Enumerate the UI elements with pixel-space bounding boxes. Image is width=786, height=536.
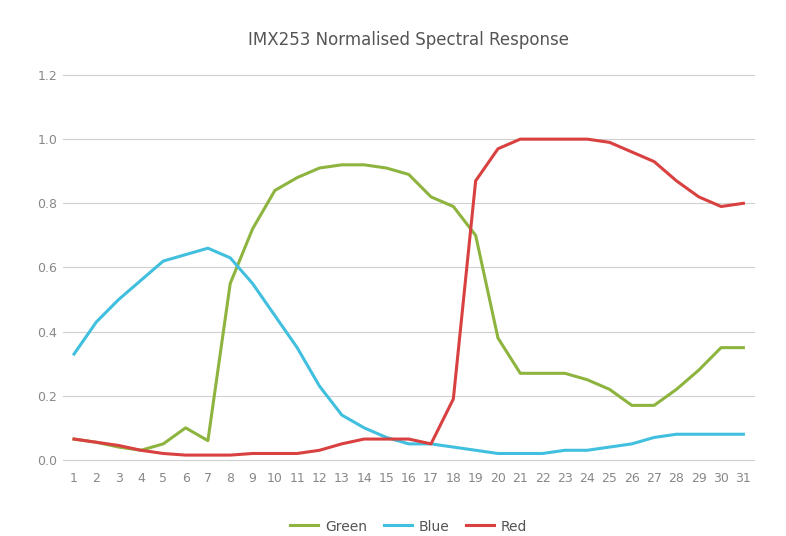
Green xyxy=(181,425,190,431)
Red xyxy=(716,203,725,210)
Red xyxy=(337,441,347,447)
Red xyxy=(404,436,413,442)
Green xyxy=(582,376,592,383)
Blue xyxy=(649,434,659,441)
Green xyxy=(516,370,525,376)
Red xyxy=(382,436,391,442)
Red xyxy=(114,442,123,449)
Line: Green: Green xyxy=(74,165,744,450)
Green xyxy=(292,174,302,181)
Blue xyxy=(516,450,525,457)
Blue xyxy=(159,258,168,264)
Blue xyxy=(404,441,413,447)
Blue xyxy=(694,431,703,437)
Red xyxy=(426,441,435,447)
Line: Red: Red xyxy=(74,139,744,455)
Green xyxy=(672,386,681,392)
Green xyxy=(337,161,347,168)
Red xyxy=(292,450,302,457)
Blue xyxy=(337,412,347,418)
Blue xyxy=(226,255,235,261)
Green xyxy=(404,171,413,177)
Red xyxy=(204,452,213,458)
Green xyxy=(694,367,703,373)
Legend: Green, Blue, Red: Green, Blue, Red xyxy=(285,514,533,536)
Blue xyxy=(181,251,190,258)
Red xyxy=(649,158,659,165)
Red xyxy=(471,177,480,184)
Red xyxy=(181,452,190,458)
Red xyxy=(159,450,168,457)
Green xyxy=(382,165,391,171)
Title: IMX253 Normalised Spectral Response: IMX253 Normalised Spectral Response xyxy=(248,31,569,49)
Blue xyxy=(314,383,324,389)
Blue xyxy=(627,441,637,447)
Red xyxy=(136,447,145,453)
Red xyxy=(69,436,79,442)
Green xyxy=(604,386,614,392)
Green xyxy=(114,444,123,450)
Green xyxy=(649,402,659,408)
Red xyxy=(314,447,324,453)
Green xyxy=(92,439,101,445)
Blue xyxy=(204,245,213,251)
Green xyxy=(560,370,570,376)
Blue xyxy=(494,450,503,457)
Blue xyxy=(382,434,391,441)
Green xyxy=(204,437,213,444)
Green xyxy=(471,232,480,239)
Green xyxy=(449,203,458,210)
Blue xyxy=(582,447,592,453)
Blue xyxy=(248,280,257,287)
Red xyxy=(248,450,257,457)
Green xyxy=(716,345,725,351)
Blue xyxy=(426,441,435,447)
Red xyxy=(672,177,681,184)
Blue xyxy=(270,312,280,319)
Red xyxy=(494,146,503,152)
Red xyxy=(604,139,614,146)
Red xyxy=(270,450,280,457)
Green xyxy=(270,187,280,193)
Blue xyxy=(136,277,145,284)
Blue xyxy=(739,431,748,437)
Red xyxy=(449,396,458,402)
Blue xyxy=(114,296,123,303)
Green xyxy=(314,165,324,171)
Red xyxy=(627,149,637,155)
Red xyxy=(538,136,547,143)
Green xyxy=(739,345,748,351)
Red xyxy=(92,439,101,445)
Green xyxy=(359,161,369,168)
Green xyxy=(69,436,79,442)
Green xyxy=(136,447,145,453)
Blue xyxy=(471,447,480,453)
Blue xyxy=(672,431,681,437)
Green xyxy=(426,193,435,200)
Green xyxy=(538,370,547,376)
Line: Blue: Blue xyxy=(74,248,744,453)
Red xyxy=(739,200,748,206)
Blue xyxy=(69,351,79,358)
Red xyxy=(560,136,570,143)
Red xyxy=(694,193,703,200)
Blue xyxy=(359,425,369,431)
Green xyxy=(248,226,257,232)
Blue xyxy=(560,447,570,453)
Blue xyxy=(604,444,614,450)
Red xyxy=(516,136,525,143)
Blue xyxy=(92,319,101,325)
Red xyxy=(226,452,235,458)
Green xyxy=(159,441,168,447)
Green xyxy=(494,335,503,341)
Blue xyxy=(292,345,302,351)
Green xyxy=(627,402,637,408)
Red xyxy=(582,136,592,143)
Blue xyxy=(449,444,458,450)
Green xyxy=(226,280,235,287)
Blue xyxy=(716,431,725,437)
Red xyxy=(359,436,369,442)
Blue xyxy=(538,450,547,457)
